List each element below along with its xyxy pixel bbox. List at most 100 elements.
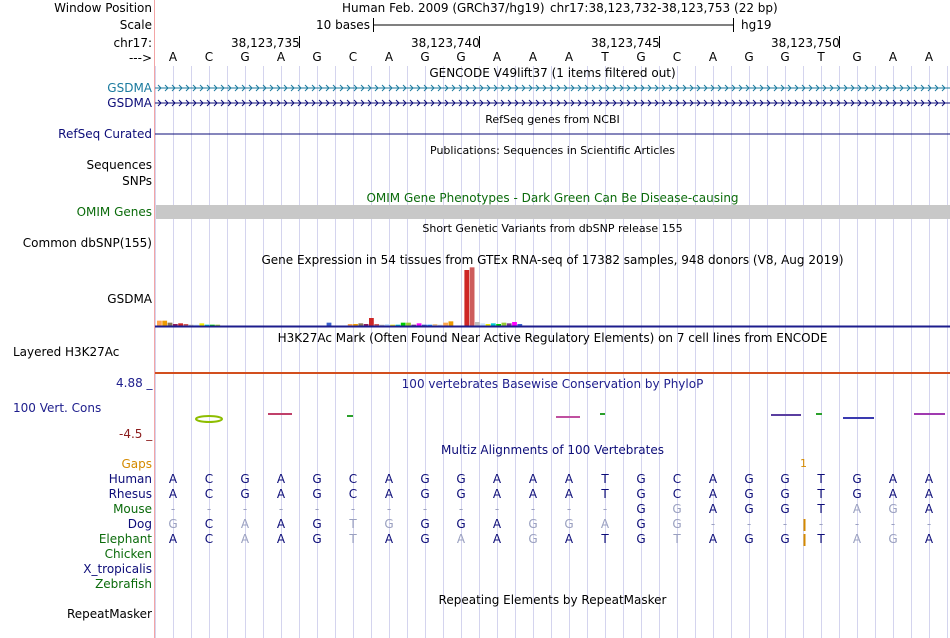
gtex-bar (215, 324, 221, 326)
species-label-rhesus[interactable]: Rhesus (108, 487, 152, 501)
gtex-bar (374, 324, 380, 326)
alignment-base: A (168, 487, 178, 501)
sequence-base: C (204, 50, 214, 64)
alignment-base: G (636, 502, 646, 516)
alignment-base: A (852, 532, 862, 546)
multiz-title: Multiz Alignments of 100 Vertebrates (440, 443, 665, 457)
refseq-track-label[interactable]: RefSeq Curated (58, 127, 152, 141)
repeatmasker-title: Repeating Elements by RepeatMasker (438, 593, 667, 607)
alignment-base: G (744, 532, 754, 546)
alignment-base: G (456, 487, 466, 501)
gtex-bar (390, 324, 395, 326)
sequence-base: A (564, 50, 574, 64)
alignment-base: A (564, 532, 574, 546)
gtex-bar (395, 324, 401, 326)
gtex-bar (178, 323, 183, 326)
alignment-base: T (601, 472, 609, 486)
alignment-base: C (204, 487, 214, 501)
alignment-base: G (636, 487, 646, 501)
alignment-base: T (817, 532, 825, 546)
gtex-bar (406, 322, 411, 326)
alignment-base: A (888, 487, 898, 501)
publications-title: Publications: Sequences in Scientific Ar… (430, 144, 675, 157)
alignment-base: - (926, 517, 932, 531)
alignment-base: A (924, 532, 934, 546)
repeatmasker-track-label[interactable]: RepeatMasker (66, 607, 152, 621)
alignment-base: A (600, 517, 610, 531)
species-label-xtropicalis[interactable]: X_tropicalis (83, 562, 152, 576)
alignment-base: A (564, 472, 574, 486)
species-label-dog[interactable]: Dog (127, 517, 152, 531)
gencode-strand-arrows (157, 99, 946, 107)
alignment-base: G (312, 517, 322, 531)
alignment-base: A (708, 502, 718, 516)
alignment-base: A (240, 532, 250, 546)
alignment-base: T (601, 487, 609, 501)
refseq-title: RefSeq genes from NCBI (485, 113, 620, 126)
alignment-base: G (672, 502, 682, 516)
sequence-base: A (924, 50, 934, 64)
alignment-base: C (204, 517, 214, 531)
alignment-base: - (494, 502, 500, 516)
alignment-base: C (204, 472, 214, 486)
species-label-chicken[interactable]: Chicken (104, 547, 152, 561)
gtex-bar (480, 323, 486, 326)
species-label-human[interactable]: Human (108, 472, 152, 486)
species-label-mouse[interactable]: Mouse (113, 502, 152, 516)
alignment-base: G (528, 517, 538, 531)
species-label-zebrafish[interactable]: Zebrafish (95, 577, 152, 591)
alignment-base: A (492, 472, 502, 486)
alignment-base: T (673, 532, 681, 546)
gtex-bar (157, 320, 162, 326)
gtex-bar (199, 323, 205, 326)
gtex-bar (167, 322, 173, 326)
alignment-base: - (530, 502, 536, 516)
gtex-track-label[interactable]: GSDMA (107, 292, 152, 306)
alignment-base: - (350, 502, 356, 516)
alignment-base: A (276, 487, 286, 501)
alignment-base: G (312, 532, 322, 546)
alignment-base: A (168, 472, 178, 486)
alignment-base: A (708, 532, 718, 546)
scale-label: Scale (119, 18, 152, 32)
alignment-base: G (780, 532, 790, 546)
alignment-base: A (276, 517, 286, 531)
gtex-bar (353, 324, 358, 326)
alignment-base: G (672, 517, 682, 531)
sequence-base: G (312, 50, 322, 64)
alignment-base: C (348, 472, 358, 486)
gtex-bar (432, 324, 438, 326)
h3k27ac-track-label[interactable]: Layered H3K27Ac (13, 345, 120, 359)
alignment-base: A (384, 532, 394, 546)
publications-track-label[interactable]: Sequences (86, 158, 152, 172)
alignment-base: A (924, 472, 934, 486)
coords-text: chr17:38,123,732-38,123,753 (22 bp) (550, 1, 778, 15)
gtex-bar (172, 324, 178, 326)
alignment-base: G (636, 517, 646, 531)
alignment-base: - (818, 517, 824, 531)
alignment-base: G (888, 532, 898, 546)
gencode-track-label-2[interactable]: GSDMA (107, 96, 152, 110)
dbsnp-track-label[interactable]: Common dbSNP(155) (22, 236, 152, 250)
alignment-base: A (456, 532, 466, 546)
gtex-bar (517, 324, 523, 326)
alignment-base: - (278, 502, 284, 516)
omim-track-label[interactable]: OMIM Genes (76, 205, 152, 219)
scale-bar-text: 10 bases (316, 18, 370, 32)
gtex-bar (496, 324, 501, 326)
gencode-track-label-1[interactable]: GSDMA (107, 81, 152, 95)
gtex-bar (485, 324, 491, 326)
snps-track-label[interactable]: SNPs (122, 174, 152, 188)
alignment-base: G (528, 532, 538, 546)
alignment-base: T (817, 472, 825, 486)
phylop-track-label[interactable]: 100 Vert. Cons (13, 401, 102, 415)
alignment-base: - (890, 517, 896, 531)
alignment-base: G (852, 472, 862, 486)
dbsnp-title: Short Genetic Variants from dbSNP releas… (422, 222, 683, 235)
assembly-text: Human Feb. 2009 (GRCh37/hg19) (342, 1, 545, 15)
gtex-bar (162, 320, 168, 326)
species-label-elephant[interactable]: Elephant (98, 532, 152, 546)
